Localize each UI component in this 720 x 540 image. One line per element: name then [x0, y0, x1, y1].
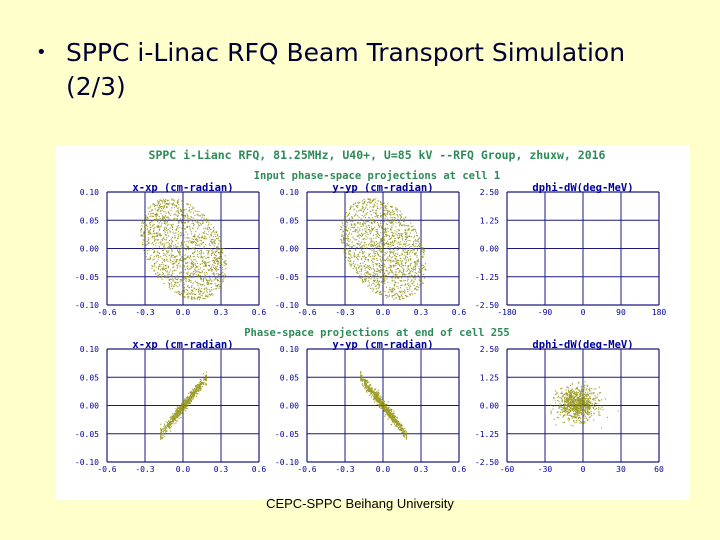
y-tick-label: -1.25 — [475, 273, 499, 282]
x-tick-label: 30 — [616, 465, 626, 474]
panel-label: dphi-dW(deg-MeV) — [532, 182, 633, 194]
simulation-figure: SPPC i-Lianc RFQ, 81.25MHz, U40+, U=85 k… — [55, 145, 690, 500]
x-tick-label: 0.6 — [252, 308, 267, 317]
x-tick-label: -180 — [497, 308, 516, 317]
scatter-points — [160, 371, 207, 440]
scatter-points — [140, 198, 227, 301]
x-tick-label: 0.0 — [376, 465, 391, 474]
scatter-panel — [506, 191, 660, 306]
y-tick-label: 0.10 — [280, 345, 299, 354]
x-tick-label: 0.3 — [414, 465, 429, 474]
y-tick-label: -0.10 — [75, 301, 99, 310]
row-header: Input phase-space projections at cell 1 — [254, 170, 501, 182]
scatter-panel — [306, 348, 460, 463]
x-tick-label: 0.6 — [452, 465, 467, 474]
y-tick-label: 2.50 — [480, 345, 499, 354]
x-tick-label: 0.6 — [252, 465, 267, 474]
y-tick-label: -0.05 — [75, 430, 99, 439]
y-tick-label: -0.05 — [75, 273, 99, 282]
x-tick-label: -0.6 — [297, 308, 316, 317]
panel-label: y-yp (cm-radian) — [332, 182, 433, 194]
scatter-panel — [306, 191, 460, 306]
y-tick-label: 1.25 — [480, 216, 499, 225]
title-line-2: (2/3) — [66, 72, 126, 101]
x-tick-label: -0.3 — [135, 308, 154, 317]
x-tick-label: -0.3 — [335, 308, 354, 317]
y-tick-label: 0.05 — [80, 373, 99, 382]
x-tick-label: -0.3 — [135, 465, 154, 474]
panel-label: dphi-dW(deg-MeV) — [532, 339, 633, 351]
bullet-icon: • — [36, 42, 47, 63]
x-tick-label: 0.3 — [414, 308, 429, 317]
x-tick-label: 0.0 — [176, 465, 191, 474]
x-tick-label: -0.6 — [297, 465, 316, 474]
y-tick-label: -2.50 — [475, 458, 499, 467]
y-tick-label: 0.00 — [280, 245, 299, 254]
phase-space-chart: SPPC i-Lianc RFQ, 81.25MHz, U40+, U=85 k… — [75, 148, 667, 474]
x-tick-label: -0.3 — [335, 465, 354, 474]
x-tick-label: 0 — [581, 308, 586, 317]
scatter-points — [340, 198, 427, 301]
x-tick-label: 90 — [616, 308, 626, 317]
scatter-panel — [506, 348, 660, 463]
panel-label: x-xp (cm-radian) — [132, 182, 233, 194]
y-tick-label: 0.00 — [80, 245, 99, 254]
x-tick-label: -0.6 — [97, 308, 116, 317]
y-tick-label: -0.10 — [275, 301, 299, 310]
y-tick-label: -0.10 — [75, 458, 99, 467]
y-tick-label: 0.05 — [80, 216, 99, 225]
y-tick-label: 0.10 — [80, 345, 99, 354]
x-tick-label: 180 — [652, 308, 667, 317]
scatter-points — [550, 381, 619, 429]
x-tick-label: -0.6 — [97, 465, 116, 474]
x-tick-label: 0.3 — [214, 465, 229, 474]
y-tick-label: 0.00 — [480, 402, 499, 411]
panel-label: y-yp (cm-radian) — [332, 339, 433, 351]
y-tick-label: -0.10 — [275, 458, 299, 467]
y-tick-label: 0.00 — [480, 245, 499, 254]
y-tick-label: 0.00 — [280, 402, 299, 411]
y-tick-label: 2.50 — [480, 188, 499, 197]
y-tick-label: 0.00 — [80, 402, 99, 411]
scatter-panel — [106, 191, 260, 306]
title-line-1: SPPC i-Linac RFQ Beam Transport Simulati… — [66, 38, 626, 67]
y-tick-label: -2.50 — [475, 301, 499, 310]
x-tick-label: 0.3 — [214, 308, 229, 317]
chart-title: SPPC i-Lianc RFQ, 81.25MHz, U40+, U=85 k… — [149, 148, 606, 162]
y-tick-label: -0.05 — [275, 430, 299, 439]
y-tick-label: 0.10 — [80, 188, 99, 197]
y-tick-label: -1.25 — [475, 430, 499, 439]
scatter-points — [360, 371, 407, 440]
y-tick-label: 0.10 — [280, 188, 299, 197]
y-tick-label: 1.25 — [480, 373, 499, 382]
x-tick-label: 0.6 — [452, 308, 467, 317]
y-tick-label: -0.05 — [275, 273, 299, 282]
x-tick-label: -90 — [538, 308, 553, 317]
x-tick-label: 0 — [581, 465, 586, 474]
x-tick-label: 0.0 — [176, 308, 191, 317]
x-tick-label: -30 — [538, 465, 553, 474]
panel-label: x-xp (cm-radian) — [132, 339, 233, 351]
footer-text: CEPC-SPPC Beihang University — [266, 496, 454, 511]
x-tick-label: 0.0 — [376, 308, 391, 317]
scatter-panel — [106, 348, 260, 463]
y-tick-label: 0.05 — [280, 373, 299, 382]
x-tick-label: 60 — [654, 465, 664, 474]
y-tick-label: 0.05 — [280, 216, 299, 225]
x-tick-label: -60 — [500, 465, 515, 474]
row-header: Phase-space projections at end of cell 2… — [244, 327, 510, 339]
